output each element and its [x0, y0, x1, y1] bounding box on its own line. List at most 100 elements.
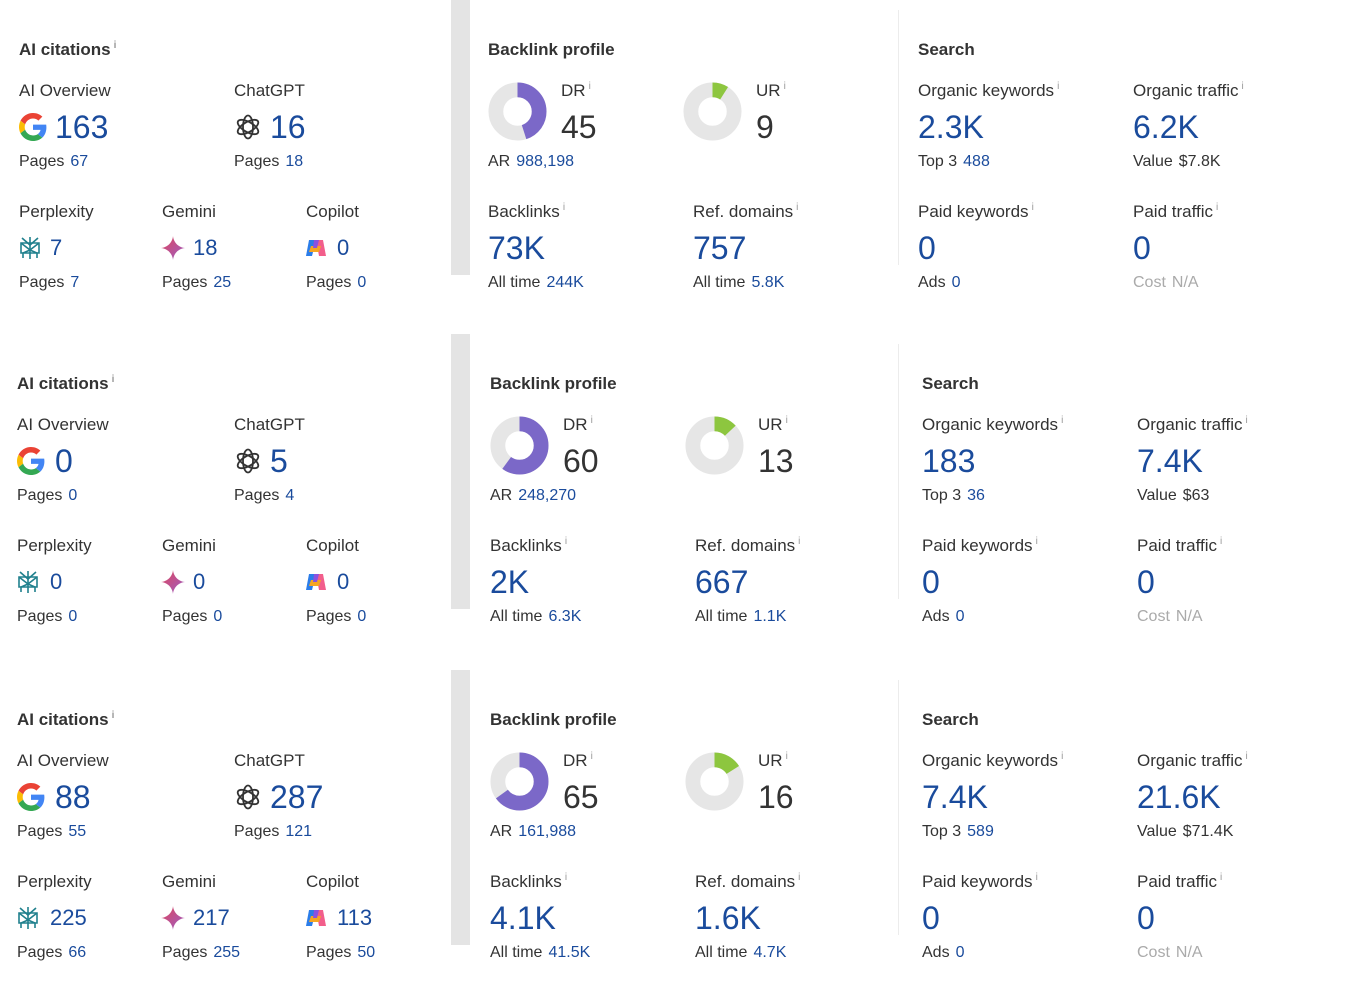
chatgpt-value[interactable]: 16 [270, 109, 306, 145]
info-icon[interactable]: i [113, 40, 117, 51]
openai-icon [234, 113, 262, 146]
perplexity-pages: Pages 7 [19, 274, 80, 291]
organic-keywords-top3: Top 3 589 [922, 823, 994, 840]
info-icon[interactable]: i [562, 202, 566, 213]
gemini-icon [161, 236, 185, 265]
paid-keywords-value[interactable]: 0 [922, 900, 940, 936]
copilot-pages: Pages 50 [306, 944, 376, 961]
copilot-value[interactable]: 0 [337, 569, 350, 594]
info-icon[interactable]: i [798, 536, 801, 547]
dr-label: DR i [561, 81, 591, 100]
ai-overview-label: AI Overview [17, 415, 109, 434]
organic-traffic-value[interactable]: 21.6K [1137, 779, 1221, 815]
gemini-pages: Pages 25 [162, 274, 232, 291]
info-icon[interactable]: i [1057, 81, 1060, 92]
info-icon[interactable]: i [1241, 81, 1244, 92]
ref-domains-value[interactable]: 1.6K [695, 900, 761, 936]
info-icon[interactable]: i [1035, 536, 1038, 547]
info-icon[interactable]: i [1061, 751, 1064, 762]
backlinks-label: Backlinks i [488, 202, 566, 221]
paid-traffic-value[interactable]: 0 [1137, 564, 1155, 600]
organic-keywords-value[interactable]: 183 [922, 443, 976, 479]
google-icon [17, 447, 45, 480]
organic-traffic-value[interactable]: 7.4K [1137, 443, 1203, 479]
paid-keywords-value[interactable]: 0 [918, 230, 936, 266]
info-icon[interactable]: i [564, 536, 568, 547]
info-icon[interactable]: i [588, 81, 591, 92]
info-icon[interactable]: i [796, 202, 799, 213]
info-icon[interactable]: i [798, 872, 801, 883]
paid-traffic-value[interactable]: 0 [1133, 230, 1151, 266]
paid-traffic-label: Paid traffic i [1133, 202, 1219, 221]
info-icon[interactable]: i [783, 81, 786, 92]
search-title: Search [922, 710, 979, 729]
dr-value: 60 [563, 443, 599, 479]
ref-domains-value[interactable]: 667 [695, 564, 749, 600]
ur-value: 16 [758, 779, 794, 815]
gemini-icon [161, 906, 185, 935]
chatgpt-label: ChatGPT [234, 415, 305, 434]
info-icon[interactable]: i [590, 415, 593, 426]
perplexity-label: Perplexity [17, 872, 92, 891]
perplexity-icon [17, 570, 39, 599]
info-icon[interactable]: i [1245, 415, 1248, 426]
info-icon[interactable]: i [1220, 872, 1223, 883]
gemini-icon [161, 570, 185, 599]
perplexity-value[interactable]: 225 [50, 905, 87, 930]
paid-traffic-cost: Cost N/A [1133, 274, 1199, 291]
gemini-value[interactable]: 0 [193, 569, 206, 594]
info-icon[interactable]: i [1245, 751, 1248, 762]
info-icon[interactable]: i [1061, 415, 1064, 426]
paid-keywords-value[interactable]: 0 [922, 564, 940, 600]
organic-keywords-value[interactable]: 7.4K [922, 779, 988, 815]
copilot-pages: Pages 0 [306, 608, 367, 625]
organic-keywords-top3: Top 3 36 [922, 487, 985, 504]
copilot-pages: Pages 0 [306, 274, 367, 291]
gemini-value[interactable]: 18 [193, 235, 218, 260]
backlinks-value[interactable]: 73K [488, 230, 545, 266]
ref-domains-value[interactable]: 757 [693, 230, 747, 266]
gemini-label: Gemini [162, 536, 216, 555]
organic-traffic-value-usd: Value $71.4K [1137, 823, 1234, 840]
organic-traffic-value[interactable]: 6.2K [1133, 109, 1199, 145]
gemini-value[interactable]: 217 [193, 905, 230, 930]
gemini-label: Gemini [162, 202, 216, 221]
copilot-icon [305, 907, 327, 934]
info-icon[interactable]: i [111, 374, 115, 385]
perplexity-value[interactable]: 7 [50, 235, 63, 260]
ur-label: UR i [758, 751, 788, 770]
info-icon[interactable]: i [590, 751, 593, 762]
ai-overview-value[interactable]: 0 [55, 443, 73, 479]
backlinks-value[interactable]: 2K [490, 564, 530, 600]
backlinks-value[interactable]: 4.1K [490, 900, 556, 936]
info-icon[interactable]: i [1031, 202, 1034, 213]
chatgpt-label: ChatGPT [234, 751, 305, 770]
copilot-value[interactable]: 0 [337, 235, 350, 260]
chatgpt-value[interactable]: 287 [270, 779, 324, 815]
info-icon[interactable]: i [111, 710, 115, 721]
perplexity-label: Perplexity [17, 536, 92, 555]
organic-keywords-value[interactable]: 2.3K [918, 109, 984, 145]
info-icon[interactable]: i [1216, 202, 1219, 213]
info-icon[interactable]: i [1220, 536, 1223, 547]
paid-traffic-value[interactable]: 0 [1137, 900, 1155, 936]
info-icon[interactable]: i [785, 751, 788, 762]
search-title: Search [918, 40, 975, 59]
perplexity-value[interactable]: 0 [50, 569, 63, 594]
perplexity-pages: Pages 66 [17, 944, 87, 961]
backlink-profile-title: Backlink profile [488, 40, 615, 59]
info-icon[interactable]: i [785, 415, 788, 426]
paid-traffic-label: Paid traffic i [1137, 536, 1223, 555]
copilot-value[interactable]: 113 [337, 905, 373, 930]
gemini-label: Gemini [162, 872, 216, 891]
ai-overview-value[interactable]: 88 [55, 779, 91, 815]
ai-overview-value[interactable]: 163 [55, 109, 109, 145]
organic-keywords-label: Organic keywords i [922, 751, 1064, 770]
info-icon[interactable]: i [564, 872, 568, 883]
ar-rank: AR 248,270 [490, 487, 577, 504]
dr-arc [490, 416, 549, 475]
chatgpt-value[interactable]: 5 [270, 443, 288, 479]
info-icon[interactable]: i [1035, 872, 1038, 883]
ai-overview-pages: Pages 55 [17, 823, 87, 840]
dr-donut [490, 752, 549, 811]
